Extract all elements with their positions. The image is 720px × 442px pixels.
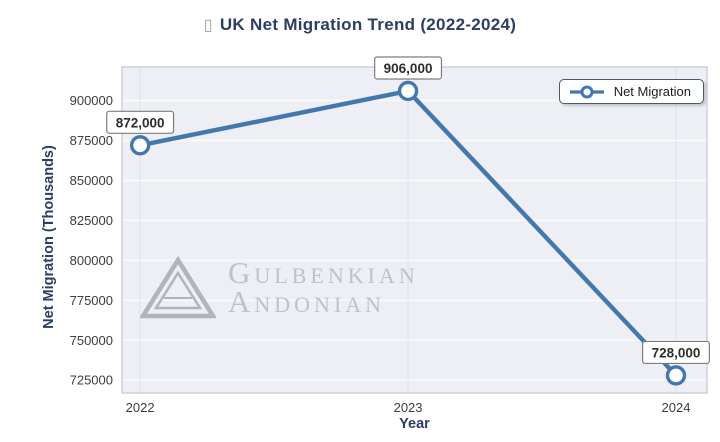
x-axis-label: Year bbox=[399, 416, 430, 432]
chart-title-text: UK Net Migration Trend (2022-2024) bbox=[219, 15, 517, 34]
y-axis-label: Net Migration (Thousands) bbox=[41, 145, 57, 329]
data-point-label: 872,000 bbox=[116, 115, 165, 130]
y-tick-label: 900000 bbox=[70, 93, 113, 108]
chart-emoji-icon: ▯ bbox=[203, 17, 213, 34]
data-point-label-box bbox=[641, 340, 711, 365]
data-point-marker[interactable] bbox=[397, 80, 419, 102]
y-tick-label: 725000 bbox=[70, 373, 113, 388]
data-point-marker[interactable] bbox=[665, 365, 687, 386]
plot-background bbox=[122, 67, 707, 393]
data-point-label-box bbox=[374, 56, 443, 80]
data-point-marker[interactable] bbox=[129, 135, 151, 156]
x-tick-label: 2023 bbox=[394, 400, 423, 415]
y-tick-label: 850000 bbox=[70, 173, 113, 188]
y-tick-label: 875000 bbox=[70, 133, 113, 148]
legend[interactable]: Net Migration bbox=[558, 79, 704, 104]
x-tick-label: 2024 bbox=[662, 400, 691, 415]
data-point-label-box bbox=[106, 110, 175, 134]
y-tick-label: 800000 bbox=[70, 253, 113, 268]
legend-marker-icon bbox=[569, 85, 604, 98]
data-point-label: 728,000 bbox=[652, 345, 701, 360]
data-point-label: 906,000 bbox=[384, 61, 433, 76]
y-tick-label: 825000 bbox=[70, 213, 113, 228]
x-tick-label: 2022 bbox=[126, 400, 155, 415]
y-tick-label: 750000 bbox=[70, 333, 113, 348]
y-tick-label: 775000 bbox=[70, 293, 113, 308]
legend-label: Net Migration bbox=[613, 84, 691, 99]
chart-title: ▯ UK Net Migration Trend (2022-2024) bbox=[0, 15, 720, 35]
